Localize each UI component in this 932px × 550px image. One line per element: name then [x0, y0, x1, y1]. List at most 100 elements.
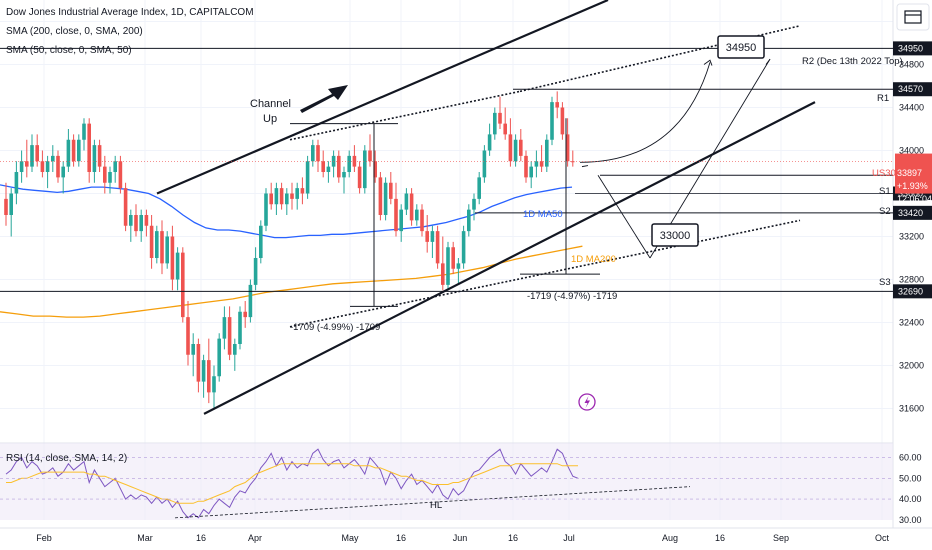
hl-label: HL	[430, 500, 442, 511]
ma200-line	[0, 245, 583, 318]
target-box-34950[interactable]: 34950	[717, 35, 765, 59]
price-tick-label: 34000	[899, 146, 924, 156]
time-tick-label: Jun	[453, 533, 468, 543]
level-s1-label: S1	[879, 186, 891, 197]
time-tick-label: Mar	[137, 533, 153, 543]
ma200-label: 1D MA200	[571, 254, 616, 265]
candle-body	[51, 155, 55, 162]
projection-rise-head	[765, 58, 771, 65]
price-tick-label: 32400	[899, 318, 924, 328]
candle-body	[446, 247, 450, 285]
candle-body	[508, 134, 513, 162]
candle-body	[201, 360, 206, 382]
rsi-tick-label: 30.00	[899, 515, 922, 525]
candle-body	[212, 376, 216, 393]
candle-body	[342, 172, 346, 178]
candle-body	[40, 161, 45, 172]
candle-body	[430, 231, 435, 242]
time-tick-label: Apr	[248, 533, 262, 543]
candle-body	[227, 317, 232, 355]
chart-settings-icon[interactable]	[896, 3, 930, 31]
candle-body	[4, 198, 8, 215]
candle-body	[155, 231, 159, 258]
candle-body	[545, 139, 549, 167]
candle-body	[77, 139, 81, 162]
candle-body	[295, 188, 299, 199]
price-tick-label: 32000	[899, 361, 924, 371]
candle-body	[493, 112, 497, 135]
price-tick-label: 34400	[899, 103, 924, 113]
candle-body	[305, 161, 310, 194]
rsi-tick-label: 60.00	[899, 452, 922, 462]
candle-body	[103, 166, 107, 183]
candle-body	[30, 145, 34, 167]
rsi-tick-label: 40.00	[899, 494, 922, 504]
candle-body	[279, 188, 284, 205]
time-tick-label: Feb	[36, 533, 52, 543]
time-tick-label: 16	[396, 533, 406, 543]
candle-body	[92, 145, 97, 172]
candle-body	[108, 172, 112, 183]
candle-body	[321, 161, 325, 172]
candle-body	[565, 134, 570, 162]
price-label-text: 34950	[898, 43, 923, 53]
lightning-icon[interactable]	[578, 393, 596, 411]
price-label-bg	[893, 41, 932, 56]
candle-body	[529, 166, 533, 178]
candle-body	[144, 215, 149, 226]
candle-body	[425, 231, 429, 242]
indicator-sma50[interactable]: SMA (50, close, 0, SMA, 50)	[6, 45, 132, 56]
price-tick-label: 32800	[899, 275, 924, 285]
candle-body	[326, 166, 331, 172]
rsi-title[interactable]: RSI (14, close, SMA, 14, 2)	[6, 453, 127, 464]
candle-body	[186, 317, 190, 355]
candle-body	[347, 155, 351, 172]
candle-body	[409, 193, 414, 221]
channel-upper-line	[156, 0, 609, 195]
projection-tail	[581, 165, 589, 168]
candle-body	[389, 182, 393, 199]
candle-body	[420, 209, 424, 232]
candle-body	[285, 193, 289, 205]
channel-up-arrow	[300, 85, 348, 113]
candle-body	[534, 161, 539, 167]
candle-body	[170, 236, 175, 280]
candle-body	[233, 344, 237, 355]
time-tick-label: Sep	[773, 533, 789, 543]
target-high-text: 34950	[726, 42, 757, 54]
current-symbol: US30	[872, 168, 896, 179]
candle-body	[394, 198, 398, 232]
candle-body	[82, 123, 86, 140]
candle-body	[571, 161, 575, 163]
candle-body	[399, 209, 403, 232]
candle-body	[404, 193, 409, 210]
time-tick-label: 16	[715, 533, 725, 543]
candle-body	[129, 215, 133, 226]
channel-up-label-line1: Channel	[250, 98, 291, 110]
candle-body	[467, 209, 471, 232]
price-label-text: 34570	[898, 84, 923, 94]
candle-body	[35, 145, 39, 162]
candle-body	[519, 139, 523, 156]
indicator-sma200[interactable]: SMA (200, close, 0, SMA, 200)	[6, 26, 143, 37]
candle-body	[477, 177, 481, 199]
rsi-pane: 60.00 50.00 40.00 30.00	[0, 448, 922, 525]
candle-body	[139, 215, 143, 232]
projection-curve	[579, 62, 711, 163]
rsi-trendline	[174, 486, 691, 519]
candle-body	[19, 161, 24, 172]
target-box-33000[interactable]: 33000	[651, 223, 699, 247]
target-low-text: 33000	[660, 230, 691, 242]
current-price-tag[interactable]: US30 33897 +1.93% 12:06:04	[872, 153, 932, 204]
candle-body	[160, 231, 164, 264]
candle-body	[118, 161, 123, 189]
level-s2-label: S2	[879, 206, 891, 217]
price-label-bg	[893, 284, 932, 299]
candle-body	[311, 145, 315, 162]
candle-body	[243, 311, 247, 318]
time-tick-label: May	[341, 533, 359, 543]
candle-body	[368, 150, 372, 162]
candle-body	[9, 193, 13, 215]
candle-body	[357, 166, 362, 189]
